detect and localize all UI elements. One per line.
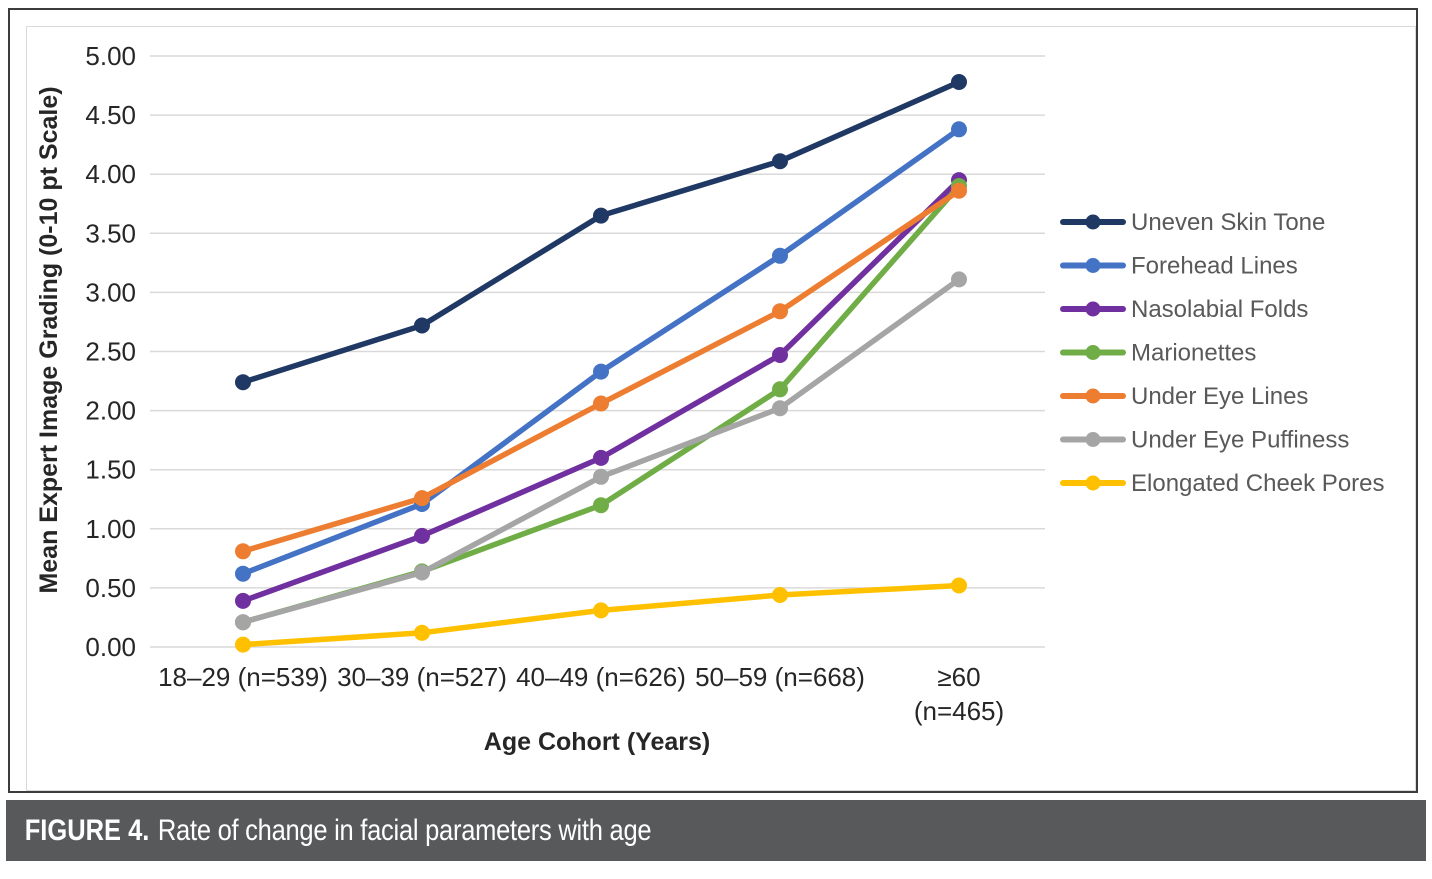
series-marker-under-eye-puffiness [772, 400, 788, 417]
series-marker-marionettes [772, 381, 788, 398]
y-tick-label: 3.00 [85, 277, 136, 307]
series-marker-under-eye-lines [593, 395, 609, 412]
series-marker-nasolabial-folds [593, 449, 609, 466]
legend-label-marionettes: Marionettes [1131, 340, 1256, 367]
legend-marker-dot-under-eye-puffiness [1085, 432, 1101, 447]
series-marker-nasolabial-folds [235, 592, 251, 609]
series-marker-uneven-skin-tone [951, 74, 967, 90]
figure-caption: FIGURE 4. Rate of change in facial parame… [6, 813, 652, 848]
figure-caption-label: FIGURE 4. [24, 813, 150, 847]
series-marker-forehead-lines [235, 565, 251, 582]
x-tick-label: ≥60 [937, 662, 980, 692]
series-marker-elongated-cheek-pores [772, 587, 788, 603]
legend-marker-dot-forehead-lines [1085, 258, 1101, 273]
series-marker-forehead-lines [593, 363, 609, 380]
y-tick-label: 2.50 [85, 337, 136, 367]
series-marker-uneven-skin-tone [772, 153, 788, 170]
series-line-uneven-skin-tone [240, 79, 962, 385]
series-marker-elongated-cheek-pores [593, 602, 609, 619]
x-tick-label: 18–29 (n=539) [158, 662, 328, 692]
series-marker-under-eye-puffiness [593, 468, 609, 485]
legend-marker-dot-nasolabial-folds [1085, 301, 1101, 317]
series-marker-forehead-lines [951, 121, 967, 138]
series-marker-nasolabial-folds [772, 347, 788, 363]
legend-marker-dot-elongated-cheek-pores [1085, 475, 1101, 491]
series-marker-elongated-cheek-pores [235, 636, 251, 653]
line-chart: 0.00 0.50 1.00 1.50 2.00 2.50 3.00 3.50 4.00 4.50… [35, 41, 1385, 756]
legend-marker-dot-marionettes [1085, 345, 1101, 360]
y-tick-label: 3.50 [85, 218, 136, 248]
series-marker-under-eye-lines [951, 182, 967, 199]
series-marker-under-eye-puffiness [414, 564, 430, 581]
series-marker-under-eye-puffiness [951, 271, 967, 288]
y-tick-label: 4.50 [85, 100, 136, 130]
series-marker-under-eye-lines [235, 543, 251, 560]
figure-outer-border [8, 8, 1418, 793]
figure-caption-body: Rate of change in facial parameters with… [157, 813, 652, 847]
series-marker-under-eye-lines [772, 303, 788, 320]
legend-label-under-eye-puffiness: Under Eye Puffiness [1131, 427, 1349, 454]
x-tick-label: (n=465) [914, 696, 1004, 726]
legend-marker-dot-uneven-skin-tone [1085, 214, 1101, 230]
legend-marker-dot-under-eye-lines [1085, 388, 1101, 404]
y-tick-label: 1.50 [85, 455, 136, 485]
series-marker-nasolabial-folds [414, 527, 430, 544]
y-tick-label: 4.00 [85, 159, 136, 189]
series-marker-under-eye-lines [414, 490, 430, 507]
series-marker-marionettes [593, 497, 609, 514]
series-marker-uneven-skin-tone [414, 317, 430, 334]
y-tick-label: 5.00 [85, 41, 136, 71]
series-marker-forehead-lines [772, 247, 788, 264]
series-marker-elongated-cheek-pores [414, 624, 430, 641]
legend-label-nasolabial-folds: Nasolabial Folds [1131, 296, 1308, 323]
x-axis-title: Age Cohort (Years) [484, 728, 710, 756]
series-marker-uneven-skin-tone [235, 374, 251, 391]
series-marker-uneven-skin-tone [593, 207, 609, 224]
y-axis-title: Mean Expert Image Grading (0-10 pt Scale… [35, 86, 63, 593]
figure-caption-bar: FIGURE 4. Rate of change in facial parame… [6, 800, 1426, 861]
series-marker-under-eye-puffiness [235, 614, 251, 631]
x-tick-label: 50–59 (n=668) [695, 662, 865, 692]
chart-area-frame [26, 26, 1416, 791]
legend-label-forehead-lines: Forehead Lines [1131, 253, 1298, 280]
x-tick-label: 40–49 (n=626) [516, 662, 686, 692]
series-marker-elongated-cheek-pores [951, 577, 967, 594]
y-tick-label: 2.00 [85, 396, 136, 426]
y-tick-label: 0.50 [85, 573, 136, 603]
series-line-nasolabial-folds [240, 177, 962, 604]
x-tick-label: 30–39 (n=527) [337, 662, 507, 692]
legend-label-uneven-skin-tone: Uneven Skin Tone [1131, 209, 1325, 236]
y-tick-label: 0.00 [85, 632, 136, 662]
legend-label-under-eye-lines: Under Eye Lines [1131, 383, 1308, 410]
legend-label-elongated-cheek-pores: Elongated Cheek Pores [1131, 470, 1385, 497]
y-tick-label: 1.00 [85, 514, 136, 544]
